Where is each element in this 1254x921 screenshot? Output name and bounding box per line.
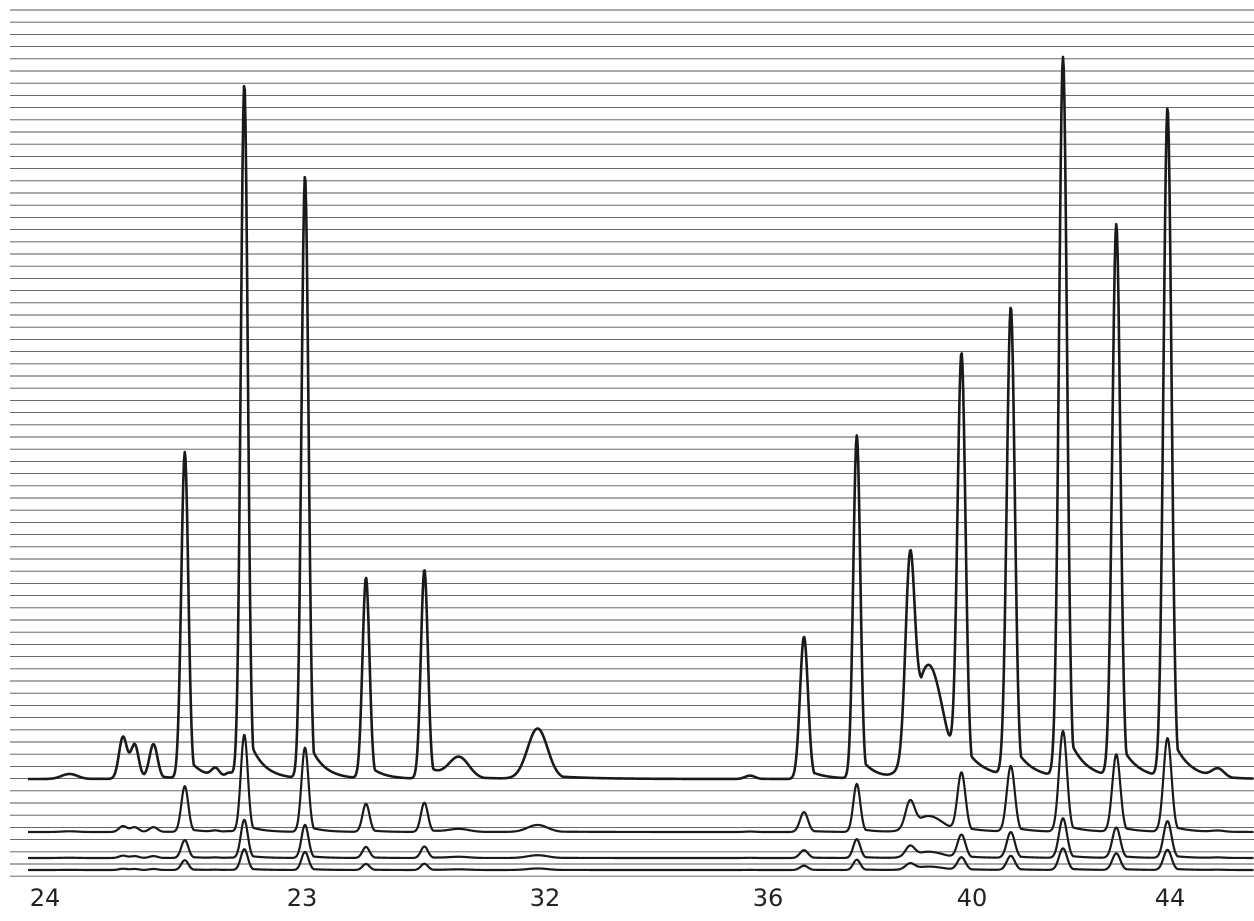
- chromatogram-trace-3: [27, 817, 1254, 860]
- x-tick-label: 32: [530, 884, 561, 912]
- x-tick-label: 44: [1155, 884, 1186, 912]
- x-tick-label: 36: [753, 884, 784, 912]
- chromatogram-trace-4: [27, 847, 1254, 872]
- x-tick-label: 40: [957, 884, 988, 912]
- chart-grid: [10, 9, 1254, 877]
- x-tick-labels: 24 23 32 36 40 44: [30, 884, 1186, 912]
- chart-traces: [27, 55, 1254, 872]
- x-tick-label: 23: [287, 884, 318, 912]
- chromatogram-trace-1: [27, 55, 1254, 781]
- x-tick-label: 24: [30, 884, 61, 912]
- chromatogram-trace-2: [27, 729, 1254, 834]
